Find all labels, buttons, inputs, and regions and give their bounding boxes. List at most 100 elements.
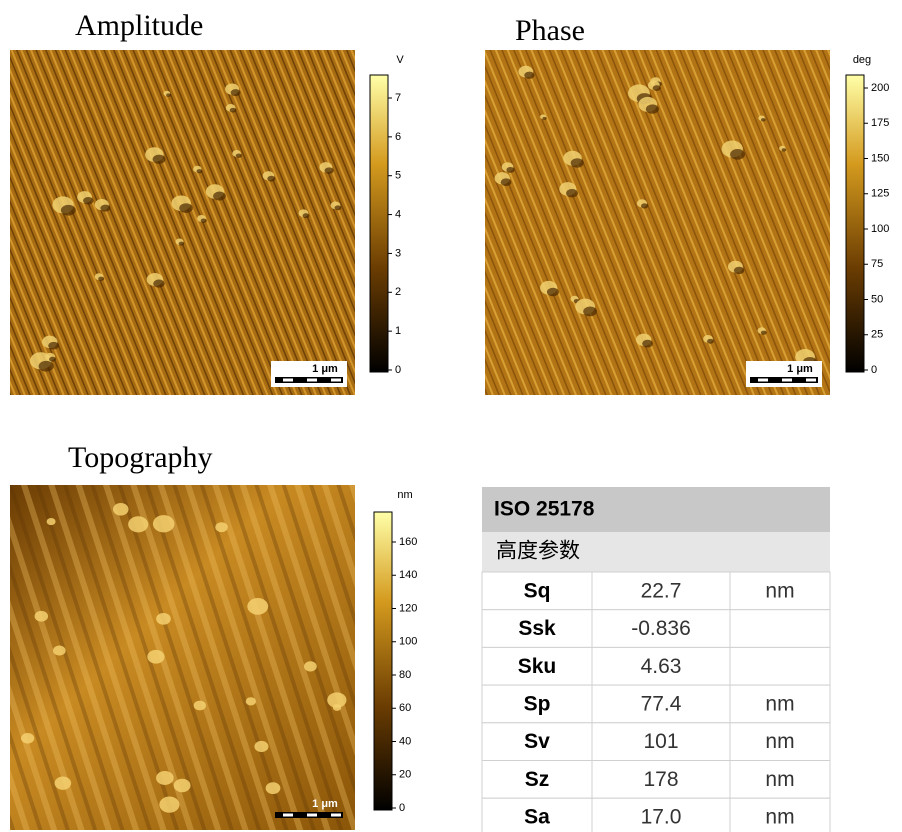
parameter-unit: nm (765, 730, 794, 753)
grain (254, 741, 268, 752)
parameter-unit: nm (765, 768, 794, 791)
panel-title: Phase (515, 14, 585, 47)
grain-shadow (48, 342, 59, 350)
parameter-name: Sq (524, 579, 551, 602)
grain-shadow (707, 339, 714, 344)
colorbar (374, 512, 392, 810)
panel-title: Amplitude (75, 9, 203, 42)
grain (156, 771, 174, 785)
parameter-value: 22.7 (641, 579, 682, 602)
grain (266, 782, 281, 794)
grain-shadow (642, 340, 653, 348)
grain-shadow (566, 189, 578, 197)
grain-shadow (583, 306, 597, 316)
parameter-value: 77.4 (641, 692, 682, 715)
parameter-unit: nm (765, 806, 794, 829)
colorbar-tick-label: 120 (399, 602, 417, 614)
grain-shadow (201, 218, 207, 222)
grain-shadow (213, 192, 226, 201)
colorbar-tick-label: 3 (395, 247, 401, 259)
figure: Amplitude1 μmV01234567Phase1 μmdeg025507… (0, 0, 902, 832)
scale-bar-seg (331, 379, 341, 382)
table-subtitle: 高度参数 (496, 540, 580, 563)
grain-shadow (524, 72, 534, 79)
grain (147, 650, 164, 664)
grain-shadow (153, 279, 164, 287)
afm-image (485, 50, 830, 395)
colorbar-tick-label: 7 (395, 92, 401, 104)
grain (47, 518, 56, 525)
scale-bar-label: 1 μm (787, 363, 813, 375)
grain-shadow (166, 93, 171, 96)
colorbar-tick-label: 200 (871, 82, 889, 94)
scale-bar-label: 1 μm (312, 798, 338, 810)
grain-shadow (98, 277, 104, 281)
grain-shadow (83, 197, 93, 204)
colorbar-tick-label: 0 (399, 802, 405, 814)
grain-shadow (236, 153, 242, 157)
colorbar-tick-label: 2 (395, 286, 401, 298)
parameter-value: -0.836 (631, 617, 691, 640)
parameter-unit: nm (765, 692, 794, 715)
colorbar-tick-label: 175 (871, 117, 889, 129)
colorbar-tick-label: 6 (395, 131, 401, 143)
grain (153, 515, 175, 532)
grain (215, 522, 227, 532)
grain (159, 797, 179, 813)
scale-bar-seg (782, 379, 792, 382)
grain-shadow (761, 118, 766, 121)
grain-shadow (39, 361, 54, 372)
grain (53, 646, 66, 656)
parameter-name: Sz (525, 768, 550, 791)
grain-shadow (267, 176, 275, 182)
scale-bar-seg (283, 379, 293, 382)
colorbar-unit: deg (853, 54, 871, 66)
colorbar-tick-label: 140 (399, 569, 417, 581)
grain-shadow (653, 85, 661, 91)
colorbar-tick-label: 5 (395, 170, 401, 182)
colorbar-tick-label: 125 (871, 188, 889, 200)
colorbar-tick-label: 25 (871, 329, 883, 341)
grain-shadow (734, 267, 744, 274)
grain-shadow (153, 155, 166, 164)
colorbar-tick-label: 160 (399, 536, 417, 548)
grain (35, 611, 48, 622)
parameter-value: 4.63 (641, 655, 682, 678)
parameter-name: Ssk (518, 617, 556, 640)
parameter-name: Sp (524, 692, 551, 715)
colorbar-tick-label: 100 (399, 636, 417, 648)
grain (247, 598, 268, 615)
table-title: ISO 25178 (494, 498, 595, 521)
parameter-unit: nm (765, 579, 794, 602)
grain-shadow (641, 203, 648, 208)
grain-shadow (303, 213, 310, 218)
colorbar-tick-label: 40 (399, 735, 411, 747)
grain-shadow (761, 331, 767, 335)
scale-bar-label: 1 μm (312, 363, 338, 375)
colorbar-tick-label: 150 (871, 152, 889, 164)
parameter-value: 178 (643, 768, 678, 791)
scale-bar-seg (758, 379, 768, 382)
grain-shadow (179, 242, 184, 246)
colorbar-tick-label: 75 (871, 258, 883, 270)
colorbar (370, 75, 388, 372)
grain-shadow (571, 158, 584, 167)
grain-shadow (230, 108, 237, 113)
colorbar-unit: V (396, 54, 404, 66)
colorbar-tick-label: 50 (871, 293, 883, 305)
grain-shadow (179, 203, 193, 213)
grain-shadow (231, 89, 241, 96)
grain-shadow (730, 149, 745, 160)
colorbar (846, 75, 864, 372)
scale-bar-seg (307, 379, 317, 382)
colorbar-tick-label: 0 (395, 364, 401, 376)
scale-bar-seg (806, 379, 816, 382)
grain (246, 697, 256, 705)
grain-shadow (782, 148, 786, 151)
grain-shadow (501, 178, 512, 186)
grain-shadow (542, 117, 546, 120)
grain-shadow (100, 205, 110, 212)
grain (128, 516, 148, 532)
grain (113, 503, 129, 515)
grain-shadow (334, 205, 341, 210)
